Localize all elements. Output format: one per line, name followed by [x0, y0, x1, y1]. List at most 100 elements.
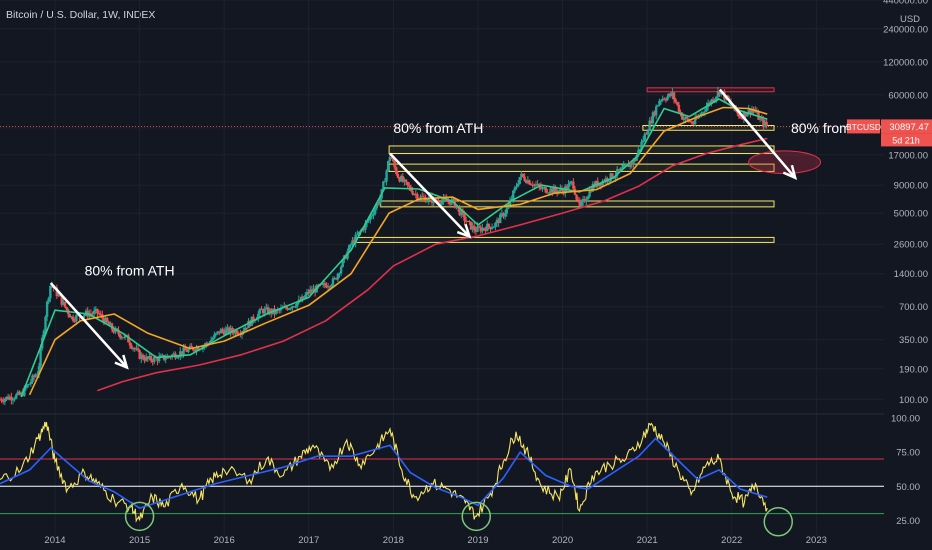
candle-up: [568, 182, 572, 184]
candle-up: [268, 309, 271, 314]
candle-down: [0, 399, 3, 401]
candle-up: [224, 329, 227, 335]
candle-down: [617, 169, 621, 171]
support-zone: [388, 145, 775, 154]
candle-up: [75, 314, 78, 321]
candle-down: [136, 348, 140, 351]
candle-down: [521, 173, 525, 177]
arrow-head: [456, 223, 472, 239]
candle-up: [425, 200, 429, 203]
price-tick-label: 440000.00: [883, 0, 928, 7]
candle-down: [245, 327, 249, 329]
candle-up: [542, 187, 546, 189]
rsi-bottom-circle: [461, 501, 492, 532]
candle-down: [73, 320, 76, 322]
candle-down: [222, 331, 226, 335]
candle-down: [448, 201, 452, 205]
candle-up: [16, 391, 20, 395]
candle-up: [684, 117, 687, 120]
candle-down: [528, 180, 531, 185]
candle-up: [745, 114, 749, 117]
candle-up: [11, 399, 15, 401]
candle-down: [261, 309, 265, 314]
candle-down: [292, 306, 296, 308]
candle-up: [44, 316, 47, 331]
candle-up: [460, 210, 463, 216]
candle-up: [47, 298, 50, 302]
candle-up: [758, 118, 762, 120]
candle-up: [763, 121, 767, 127]
candle-up: [164, 358, 167, 360]
candle-down: [477, 226, 481, 228]
candle-up: [598, 183, 601, 187]
candle-down: [679, 111, 682, 113]
candle-down: [525, 180, 528, 184]
candle-down: [196, 347, 200, 350]
candle-down: [71, 316, 75, 321]
candle-down: [248, 320, 252, 326]
candle-up: [356, 234, 359, 236]
candle-down: [117, 330, 120, 335]
candle-up: [144, 356, 148, 361]
candle-down: [737, 113, 741, 117]
candle-up: [62, 301, 65, 305]
candle-up: [515, 186, 518, 188]
candle-up: [8, 396, 11, 400]
price-badge[interactable]: BTCUSD 30897.47 5d 21h: [846, 119, 932, 147]
ma-fast-line: [20, 98, 768, 398]
candle-up: [257, 313, 260, 319]
countdown-tag: [881, 133, 932, 147]
candle-up: [742, 112, 746, 120]
candle-down: [664, 99, 668, 101]
candle-down: [458, 207, 461, 216]
candle-down: [192, 347, 195, 351]
candle-up: [385, 170, 388, 182]
candle-up: [182, 347, 185, 355]
candle-up: [177, 356, 180, 358]
candle-down: [60, 296, 63, 305]
candle-down: [141, 354, 145, 359]
candle-up: [305, 291, 309, 295]
candle-up: [109, 323, 112, 325]
candle-up: [331, 278, 335, 286]
candle-down: [396, 174, 400, 178]
candle-up: [615, 169, 619, 176]
candle-down: [411, 190, 414, 195]
candle-up: [49, 285, 52, 299]
candle-up: [57, 294, 60, 297]
candle-down: [464, 220, 468, 222]
candle-up: [159, 355, 162, 357]
candle-down: [611, 173, 614, 179]
candle-up: [702, 112, 705, 114]
candle-up: [492, 226, 495, 228]
price-tick-label: 2600.00: [894, 240, 928, 251]
candle-up: [440, 201, 443, 205]
candle-up: [211, 338, 214, 341]
candle-up: [187, 348, 190, 352]
candle-up: [367, 220, 370, 222]
candle-down: [107, 321, 111, 325]
candle-up: [750, 109, 754, 114]
candle-down: [183, 347, 187, 351]
candle-down: [328, 286, 331, 288]
symbol-tag: [847, 119, 880, 134]
candle-down: [502, 213, 505, 217]
candle-up: [140, 354, 143, 359]
rsi-tick-label: 50.00: [896, 482, 920, 493]
candle-up: [671, 92, 674, 96]
price-tick-label: 700.00: [899, 302, 928, 313]
candle-up: [13, 398, 16, 400]
candle-up: [29, 381, 33, 384]
time-tick-label: 2022: [721, 535, 742, 546]
candle-up: [419, 196, 422, 200]
candle-up: [179, 351, 182, 357]
candle-up: [28, 383, 31, 385]
candle-down: [463, 213, 466, 221]
candle-up: [693, 117, 697, 125]
candle-down: [190, 346, 193, 348]
candle-up: [640, 141, 643, 150]
candle-up: [559, 188, 562, 191]
candle-down: [286, 307, 289, 310]
candle-down: [680, 112, 684, 120]
